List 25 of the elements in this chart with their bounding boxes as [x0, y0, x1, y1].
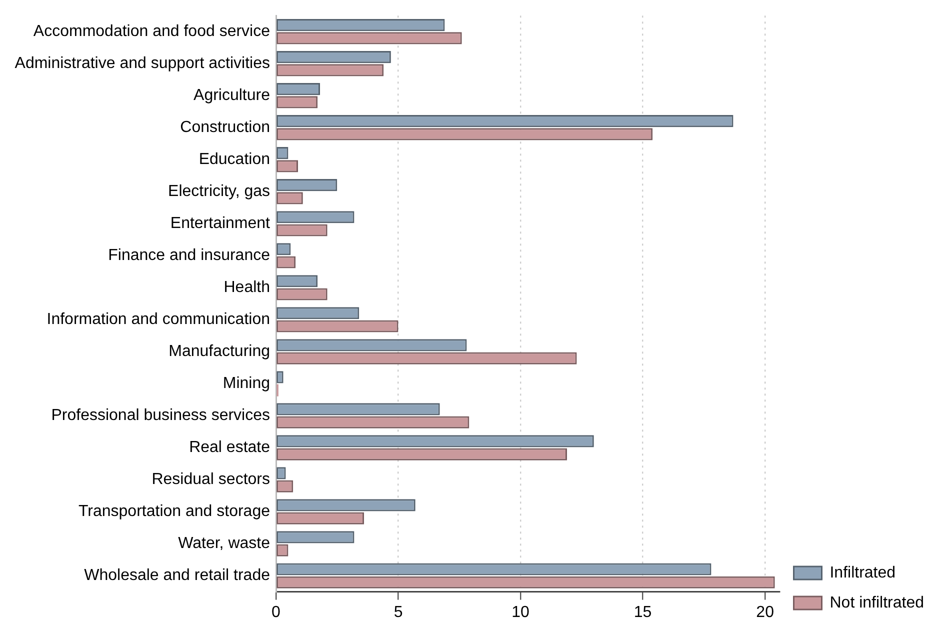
x-tick-label: 0: [272, 604, 281, 621]
y-tick-label: Electricity, gas: [168, 183, 270, 200]
y-tick-label: Manufacturing: [168, 343, 270, 360]
y-tick-label: Transportation and storage: [78, 503, 270, 520]
y-tick-label: Wholesale and retail trade: [84, 567, 270, 584]
y-tick-label: Education: [198, 151, 270, 168]
y-tick-label: Health: [224, 279, 270, 296]
y-tick-label: Construction: [180, 119, 270, 136]
legend-label: Infiltrated: [830, 564, 896, 582]
y-tick-label: Finance and insurance: [108, 247, 270, 264]
y-tick-label: Agriculture: [194, 87, 270, 104]
y-tick-label: Administrative and support activities: [14, 55, 270, 72]
y-tick-label: Accommodation and food service: [33, 23, 270, 40]
x-tick-label: 15: [634, 604, 652, 621]
y-tick-label: Mining: [222, 375, 270, 392]
y-tick-label: Entertainment: [170, 215, 271, 232]
x-tick-label: 20: [756, 604, 774, 621]
y-tick-label: Residual sectors: [152, 471, 270, 488]
legend-label: Not infiltrated: [830, 594, 924, 612]
x-tick-label: 5: [394, 604, 403, 621]
y-tick-label: Professional business services: [51, 407, 270, 424]
y-tick-label: Information and communication: [46, 311, 270, 328]
x-tick-label: 10: [512, 604, 530, 621]
y-tick-label: Real estate: [189, 439, 270, 456]
y-tick-label: Water, waste: [178, 535, 270, 552]
